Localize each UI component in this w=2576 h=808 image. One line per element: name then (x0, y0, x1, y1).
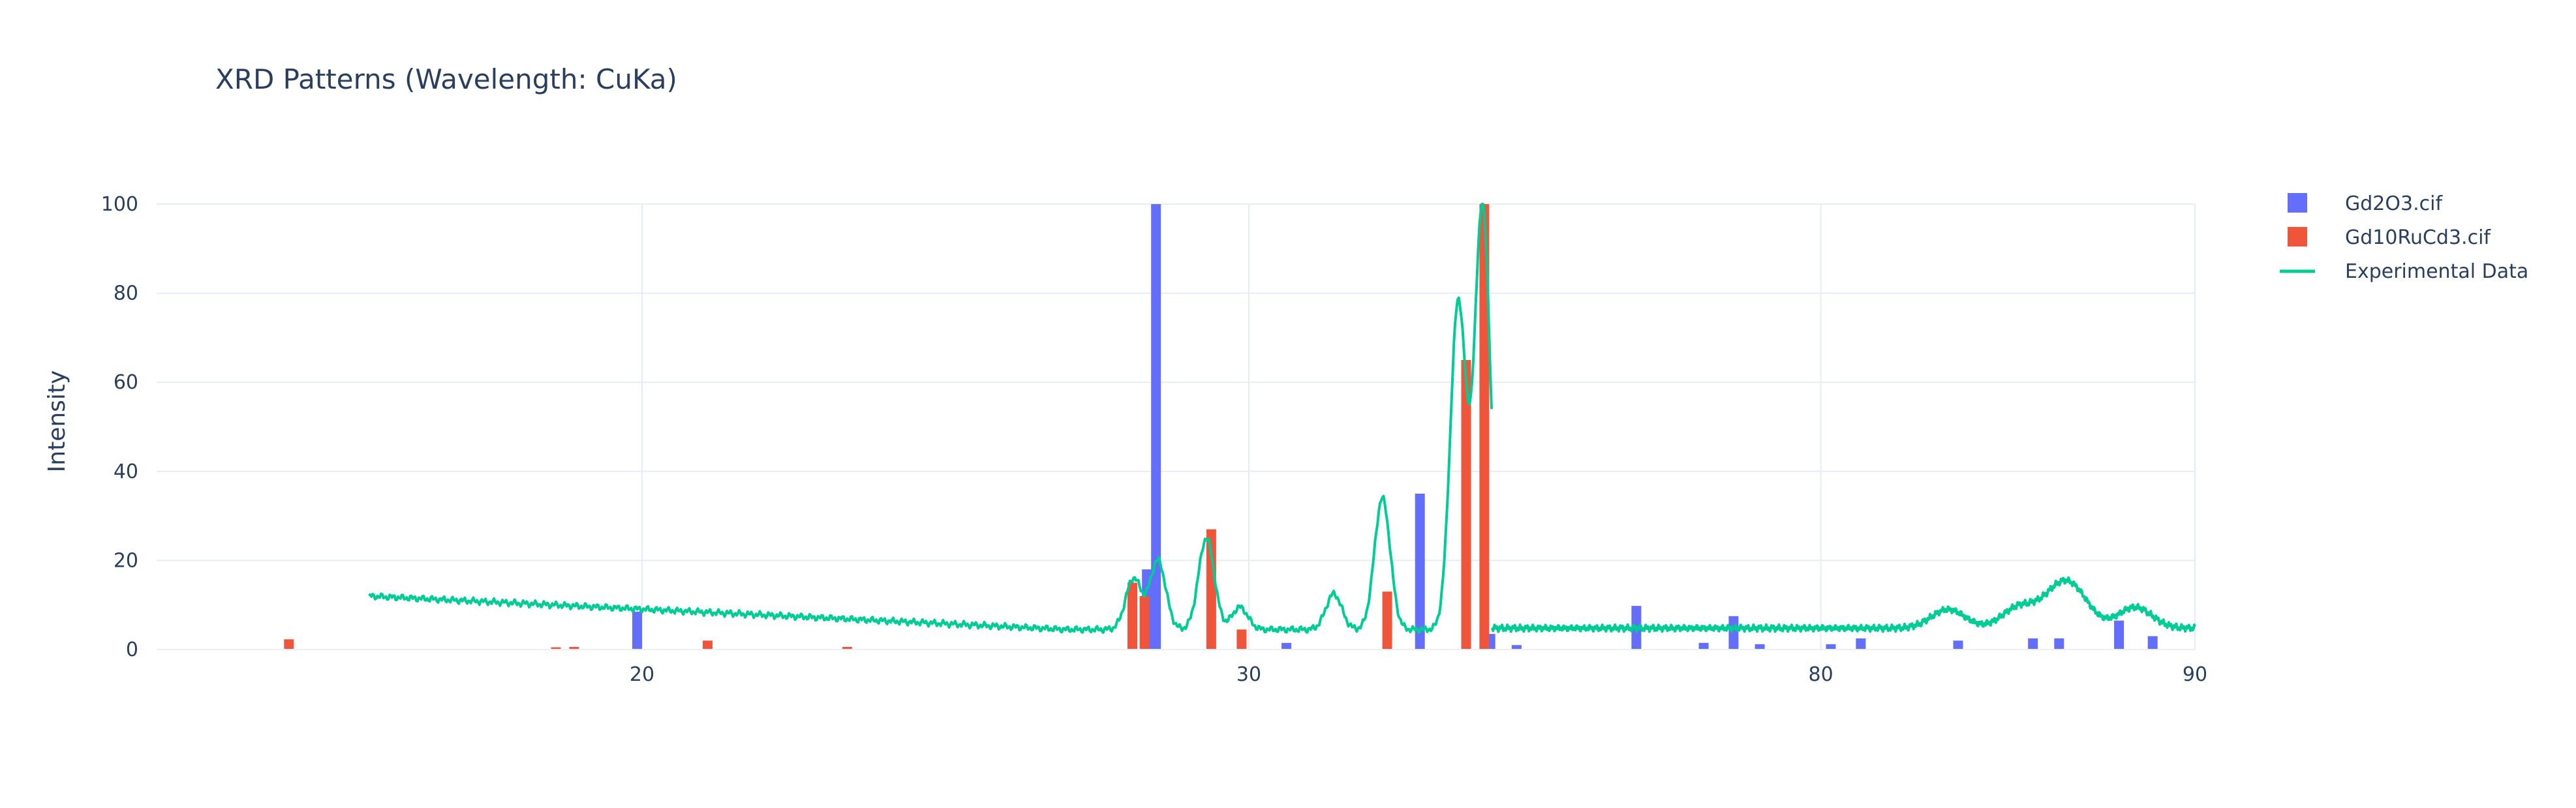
x-tick-label: 20 (630, 663, 654, 686)
bar (284, 639, 294, 650)
y-tick-label: 60 (114, 371, 138, 394)
bar (1281, 642, 1292, 650)
bar-series-layer (284, 204, 2158, 650)
bar (1856, 638, 1866, 650)
x-tick-label: 30 (1236, 663, 1261, 686)
bar (1206, 529, 1216, 650)
bar (1728, 616, 1739, 650)
y-tick-label: 80 (114, 282, 138, 305)
line-series-layer (368, 203, 2196, 635)
y-tick-label: 100 (101, 193, 138, 216)
bar (1415, 494, 1425, 650)
bar (1151, 204, 1161, 650)
bar (1479, 204, 1490, 650)
bar (1953, 640, 1963, 650)
gridlines: 0 20 40 60 80 100 20 30 80 90 (101, 193, 2207, 686)
chart-title: XRD Patterns (Wavelength: CuKa) (215, 63, 677, 95)
legend-swatch (2288, 193, 2307, 213)
bar (1127, 582, 1137, 650)
experimental-data-line (368, 203, 1493, 635)
bar (1826, 644, 1836, 650)
bar (1139, 596, 1150, 650)
legend-swatch (2288, 227, 2307, 247)
x-tick-label: 80 (1809, 663, 1833, 686)
bar (1698, 642, 1709, 650)
y-tick-label: 0 (126, 638, 138, 661)
bar (2147, 636, 2158, 650)
bar (2028, 638, 2038, 650)
y-tick-label: 20 (114, 549, 138, 572)
experimental-data-line (1490, 576, 2196, 633)
bar (703, 640, 713, 650)
bar (1755, 644, 1765, 650)
y-axis-title: Intensity (44, 370, 70, 473)
legend-item-label: Experimental Data (2345, 260, 2528, 283)
legend: Gd2O3.cif Gd10RuCd3.cif Experimental Data (2280, 192, 2528, 283)
bar (569, 646, 579, 650)
y-tick-label: 40 (114, 460, 138, 483)
bar (842, 646, 852, 650)
legend-item-label: Gd2O3.cif (2345, 192, 2443, 215)
bar (1382, 591, 1392, 650)
bar (2114, 620, 2124, 650)
legend-item-label: Gd10RuCd3.cif (2345, 226, 2491, 249)
bar (632, 611, 642, 650)
bar (1236, 629, 1247, 650)
bar (1461, 360, 1471, 650)
x-tick-label: 90 (2183, 663, 2207, 686)
bar (1511, 645, 1522, 650)
bar (551, 647, 561, 650)
bar (2054, 638, 2064, 650)
